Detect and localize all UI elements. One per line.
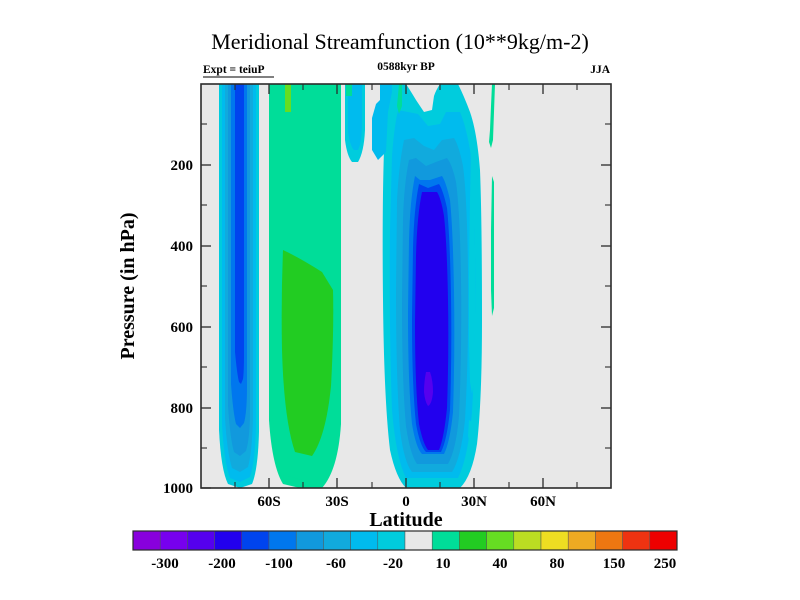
colorbar-cell-17 <box>595 530 623 551</box>
colorbar-cell-16 <box>567 530 596 551</box>
x-axis-ticks <box>234 84 578 488</box>
colorbar-cell-3 <box>214 530 243 551</box>
colorbar: -300 -200 -100 -60 -20 10 40 80 150 250 <box>132 530 678 572</box>
page-title: Meridional Streamfunction (10**9kg/m-2) <box>211 29 589 54</box>
y-tick-label-1000: 1000 <box>163 481 193 497</box>
y-tick-labels: 200 400 600 800 1000 <box>163 158 193 497</box>
colorbar-cell-6 <box>295 530 324 551</box>
colorbar-cell-14 <box>513 530 542 551</box>
colorbar-labels: -300 -200 -100 -60 -20 10 40 80 150 250 <box>151 556 676 572</box>
contour-band-neg300-hadley-core <box>424 372 433 406</box>
colorbar-label-5: 10 <box>436 556 451 572</box>
colorbar-label-3: -60 <box>326 556 346 572</box>
plot-area <box>200 83 612 489</box>
colorbar-label-4: -20 <box>383 556 403 572</box>
x-axis-title: Latitude <box>369 509 442 531</box>
colorbar-label-9: 250 <box>654 556 677 572</box>
y-tick-label-400: 400 <box>171 239 194 255</box>
colorbar-cell-15 <box>540 530 569 551</box>
colorbar-label-2: -100 <box>265 556 293 572</box>
y-axis-title: Pressure (in hPa) <box>117 212 139 359</box>
contour-streak-top-center <box>397 84 402 114</box>
colorbar-cell-4 <box>241 530 270 551</box>
contour-streak-neg-27n-lower <box>468 420 472 444</box>
colorbar-cell-5 <box>268 530 297 551</box>
x-tick-label-30s: 30S <box>325 494 348 510</box>
contour-band-upper-cap-left <box>372 84 392 160</box>
colorbar-cell-13 <box>486 530 515 551</box>
contour-band-pos60-ferrel <box>281 250 334 456</box>
colorbar-label-0: -300 <box>151 556 179 572</box>
contour-band-pos80-upper-streak <box>285 84 291 112</box>
colorbar-cell-0 <box>132 530 161 551</box>
period-label: 0588kyr BP <box>377 61 435 73</box>
x-tick-label-30n: 30N <box>461 494 487 510</box>
contour-band-neg40-subtrop-s <box>348 84 362 150</box>
colorbar-label-8: 150 <box>603 556 626 572</box>
colorbar-cell-10 <box>404 530 433 551</box>
colorbar-cell-7 <box>323 530 351 551</box>
y-axis-ticks <box>201 123 611 489</box>
x-tick-label-60n: 60N <box>530 494 556 510</box>
x-tick-labels: 60S 30S 0 30N 60N <box>257 494 556 510</box>
x-tick-label-60s: 60S <box>257 494 280 510</box>
x-tick-label-0: 0 <box>402 494 410 510</box>
season-label: JJA <box>590 64 611 76</box>
colorbar-cell-1 <box>159 530 188 551</box>
contour-band-neg250-hadley <box>421 200 446 448</box>
contour-streak-pos-31n-upper <box>489 84 495 148</box>
colorbar-label-1: -200 <box>208 556 236 572</box>
colorbar-label-7: 80 <box>550 556 565 572</box>
y-tick-label-200: 200 <box>171 158 194 174</box>
experiment-label: Expt = teiuP <box>203 64 265 76</box>
colorbar-cell-9 <box>377 530 406 551</box>
y-tick-label-800: 800 <box>171 401 194 417</box>
contour-streak-pos-31n-mid <box>491 176 494 316</box>
colorbar-cell-18 <box>622 530 651 551</box>
contour-fills <box>219 84 495 488</box>
contour-band-neg150-polar <box>235 84 244 384</box>
colorbar-cell-2 <box>187 530 215 551</box>
colorbar-cell-12 <box>459 530 487 551</box>
y-tick-label-600: 600 <box>171 320 194 336</box>
colorbar-cell-11 <box>431 530 460 551</box>
colorbar-cells <box>132 530 678 551</box>
contour-band-pos40-upper <box>276 84 292 230</box>
colorbar-outline <box>132 530 678 551</box>
colorbar-label-6: 40 <box>493 556 508 572</box>
colorbar-cell-19 <box>649 530 678 551</box>
colorbar-cell-8 <box>350 530 379 551</box>
contour-streak-neg-27n <box>469 148 475 394</box>
contour-streak-top-1 <box>346 84 352 96</box>
